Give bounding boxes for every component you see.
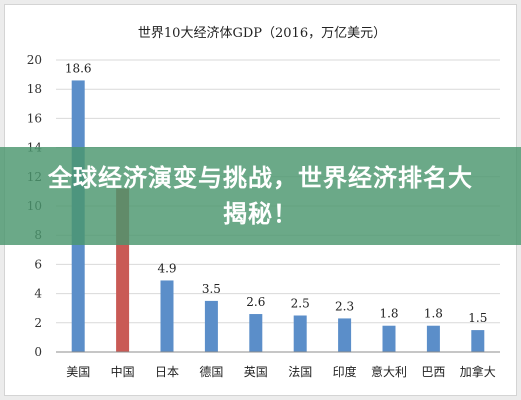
y-tick-label: 18 (27, 82, 42, 96)
bar-6 (293, 315, 307, 352)
y-tick-label: 4 (34, 287, 42, 301)
data-label: 3.5 (202, 282, 221, 296)
x-axis-categories: 美国 中国 日本 德国 英国 法国 印度 意大利 巴西 加拿大 (66, 364, 496, 379)
x-category-label: 巴西 (421, 365, 445, 379)
x-category-label: 英国 (244, 365, 268, 379)
data-label: 1.8 (424, 307, 443, 321)
data-label: 4.9 (157, 261, 176, 275)
x-category-label: 中国 (111, 364, 135, 379)
bar-3 (160, 280, 174, 352)
data-label: 2.6 (246, 295, 265, 309)
bar-7 (338, 318, 352, 352)
data-label: 1.8 (379, 307, 398, 321)
bar-5 (249, 314, 263, 352)
x-category-label: 意大利 (371, 364, 407, 379)
x-category-label: 日本 (155, 365, 179, 379)
data-labels: 18.6 4.9 3.5 2.6 2.5 2.3 1.8 1.8 1.5 (65, 61, 488, 325)
bar-10 (471, 330, 485, 352)
bar-9 (426, 325, 440, 352)
y-tick-label: 6 (34, 257, 42, 271)
bar-4 (204, 300, 218, 352)
headline-banner: 全球经济演变与挑战，世界经济排名大揭秘！ (0, 147, 521, 245)
data-label: 2.5 (291, 297, 310, 311)
x-category-label: 德国 (199, 364, 223, 379)
chart-title: 世界10大经济体GDP（2016，万亿美元） (138, 26, 386, 41)
data-label: 2.3 (335, 299, 354, 313)
x-category-label: 法国 (288, 365, 312, 379)
y-tick-label: 16 (27, 111, 42, 125)
y-tick-label: 20 (27, 53, 42, 67)
y-tick-label: 2 (34, 316, 42, 330)
data-label: 1.5 (468, 311, 487, 325)
bar-8 (382, 325, 396, 352)
x-category-label: 印度 (333, 364, 357, 379)
x-category-label: 加拿大 (460, 364, 496, 379)
x-category-label: 美国 (66, 365, 90, 379)
y-tick-label: 0 (34, 345, 42, 359)
data-label: 18.6 (65, 61, 92, 75)
headline-text: 全球经济演变与挑战，世界经济排名大揭秘！ (48, 164, 473, 228)
